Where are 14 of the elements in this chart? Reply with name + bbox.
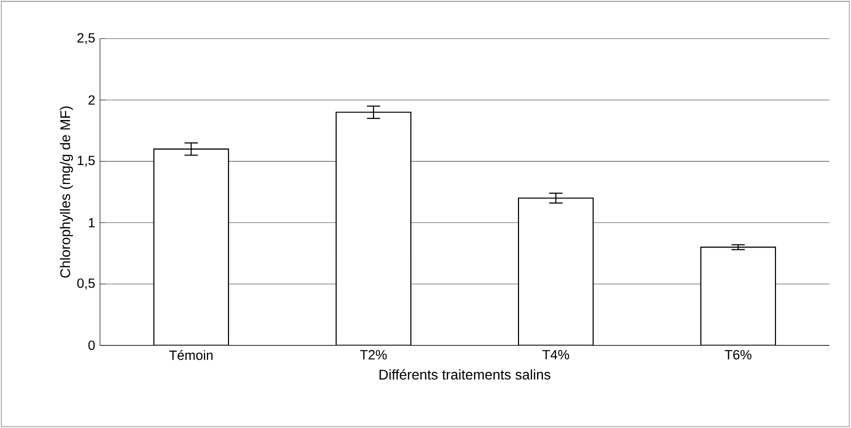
y-tick-label: 2,5 (77, 33, 95, 44)
y-tick-label: 0 (88, 340, 95, 350)
x-axis-title: Différents traitements salins (380, 369, 550, 380)
bar (700, 246, 776, 346)
y-tick-label: 2 (88, 95, 95, 105)
x-tick-label: T4% (542, 350, 570, 360)
y-tick-label: 1,5 (78, 156, 95, 167)
y-axis-title: Chlorophylles (mg/g de MF) (60, 106, 73, 278)
bar (518, 198, 594, 346)
x-tick-label: Témoin (169, 350, 213, 360)
y-tick-label: 1 (88, 218, 95, 228)
x-tick-label: T2% (360, 350, 387, 360)
y-tick-label: 0,5 (77, 278, 95, 290)
x-tick-label: T6% (724, 350, 752, 360)
